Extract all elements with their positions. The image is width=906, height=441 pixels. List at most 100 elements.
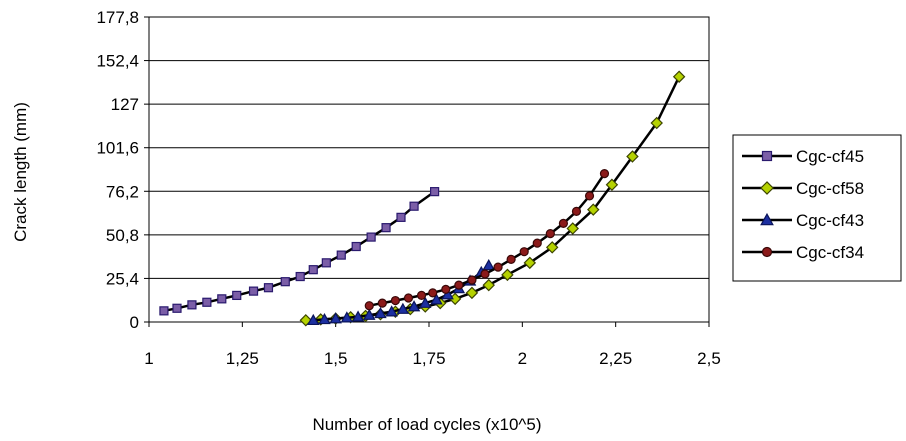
series-group: [159, 70, 686, 327]
data-point: [558, 218, 569, 228]
series-Cgc-cf34: [364, 169, 610, 311]
series-Cgc-cf58: [299, 70, 686, 327]
data-point: [263, 283, 274, 293]
data-point: [366, 232, 376, 242]
data-point: [280, 277, 290, 287]
data-point: [566, 222, 579, 235]
data-point: [336, 250, 346, 260]
data-point: [377, 298, 387, 308]
y-tick-label: 177,8: [96, 8, 139, 27]
data-point: [321, 258, 331, 268]
y-tick-label: 127: [111, 95, 139, 114]
x-tick-label: 1,5: [324, 349, 348, 368]
legend-box: [732, 134, 902, 282]
data-point: [351, 241, 361, 252]
data-point: [409, 201, 419, 211]
legend-entry: Cgc-cf43: [742, 211, 864, 230]
data-point: [202, 297, 212, 307]
data-point: [465, 286, 479, 300]
legend-marker: [760, 181, 774, 195]
data-point: [501, 268, 514, 282]
data-point: [482, 258, 495, 271]
x-tick-label: 2,25: [599, 349, 632, 368]
legend-entry: Cgc-cf34: [742, 243, 864, 262]
data-point: [407, 300, 421, 312]
data-point: [381, 223, 391, 233]
legend-marker: [761, 150, 773, 162]
data-point: [482, 278, 495, 292]
data-point: [351, 310, 365, 322]
x-tick-label: 1: [144, 349, 153, 368]
data-point: [506, 254, 516, 264]
data-point: [584, 191, 595, 201]
data-point: [650, 116, 663, 130]
legend-marker: [761, 246, 773, 258]
legend-label: Cgc-cf58: [796, 179, 864, 198]
y-tick-label: 101,6: [96, 139, 139, 158]
legend-entry: Cgc-cf58: [742, 179, 864, 198]
data-point: [403, 293, 414, 303]
data-point: [308, 265, 318, 275]
legend-entry: Cgc-cf45: [742, 147, 864, 166]
legend-label: Cgc-cf34: [796, 243, 864, 262]
data-point: [364, 301, 374, 311]
legend-label: Cgc-cf43: [796, 211, 864, 230]
data-point: [454, 280, 464, 290]
data-point: [441, 288, 454, 300]
x-axis-title: Number of load cycles (x10^5): [312, 415, 541, 434]
data-point: [385, 305, 398, 317]
plot-area-frame: [148, 16, 710, 323]
data-point: [419, 296, 432, 308]
data-point: [396, 302, 410, 314]
data-point: [217, 294, 227, 304]
data-point: [626, 150, 639, 163]
data-point: [672, 70, 686, 83]
series-Cgc-cf43: [307, 258, 495, 326]
data-point: [571, 206, 582, 216]
data-point: [172, 303, 182, 313]
data-point: [430, 293, 443, 305]
data-point: [396, 212, 406, 222]
y-axis-ticks: 0 25,4 50,8 76,2 101,6 127 152,4 177,8: [96, 8, 149, 332]
legend-marker: [760, 212, 774, 226]
data-point: [232, 290, 242, 301]
x-tick-label: 2: [518, 349, 527, 368]
data-point: [430, 187, 440, 197]
data-point: [340, 311, 354, 323]
data-point: [428, 288, 438, 298]
data-point: [480, 269, 490, 279]
data-point: [248, 286, 259, 296]
data-point: [295, 271, 305, 282]
data-point: [493, 262, 503, 272]
y-tick-label: 152,4: [96, 52, 139, 71]
data-point: [467, 275, 477, 285]
y-tick-label: 76,2: [106, 182, 139, 201]
x-axis-ticks: 1 1,25 1,5 1,75 2 2,25 2,5: [144, 322, 721, 368]
y-tick-label: 0: [130, 313, 139, 332]
legend: Cgc-cf45 Cgc-cf58 Cgc-cf43 Cgc-cf34: [732, 134, 902, 282]
y-tick-label: 25,4: [106, 269, 139, 288]
data-point: [329, 312, 342, 324]
data-point: [523, 256, 537, 270]
data-point: [545, 229, 555, 239]
legend-label: Cgc-cf45: [796, 147, 864, 166]
data-point: [390, 295, 400, 306]
x-tick-label: 1,25: [226, 349, 259, 368]
series-Cgc-cf45: [159, 187, 440, 316]
data-point: [587, 203, 600, 216]
data-point: [441, 284, 451, 295]
data-point: [318, 312, 331, 325]
y-axis-title: Crack length (mm): [11, 102, 30, 242]
x-tick-label: 1,75: [412, 349, 445, 368]
data-point: [599, 169, 610, 179]
data-point: [307, 313, 320, 326]
gridlines: [149, 16, 709, 279]
data-point: [532, 238, 542, 248]
series-line: [163, 190, 436, 313]
data-point: [159, 306, 169, 316]
y-tick-label: 50,8: [106, 226, 139, 245]
x-tick-label: 2,5: [697, 349, 721, 368]
data-point: [416, 290, 427, 301]
data-point: [545, 241, 559, 254]
